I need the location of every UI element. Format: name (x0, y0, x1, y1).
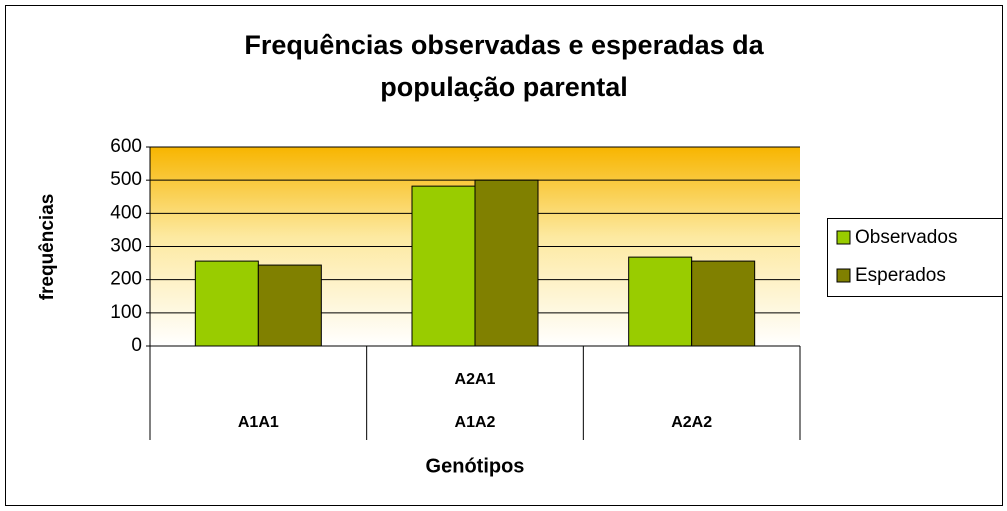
y-tick-label: 100 (110, 302, 142, 323)
legend-swatch (836, 230, 851, 245)
y-axis-title: frequências (37, 194, 58, 301)
bar (194, 260, 259, 347)
chart-title: Frequências observadas e esperadas da pop… (244, 30, 764, 102)
y-tick-label: 400 (110, 202, 142, 223)
legend (827, 218, 1003, 297)
x-tick-label: A1A1 (238, 414, 279, 431)
legend-swatch (836, 268, 851, 283)
y-tick-label: 600 (110, 136, 142, 157)
bar (628, 256, 693, 347)
x-tick-label: A2A2 (671, 414, 712, 431)
legend-label: Esperados (855, 265, 946, 286)
legend-label: Observados (855, 227, 957, 248)
bar (691, 260, 756, 347)
y-tick-label: 500 (110, 169, 142, 190)
y-tick-label: 200 (110, 269, 142, 290)
bar (411, 185, 476, 347)
bar (257, 264, 322, 347)
x-axis-title: Genótipos (426, 455, 525, 477)
y-tick-label: 300 (110, 236, 142, 257)
bar (474, 179, 539, 347)
y-tick-label: 0 (131, 335, 142, 356)
x-tick-label: A1A2 (455, 414, 496, 431)
x-tick-sublabel: A2A1 (455, 371, 496, 388)
